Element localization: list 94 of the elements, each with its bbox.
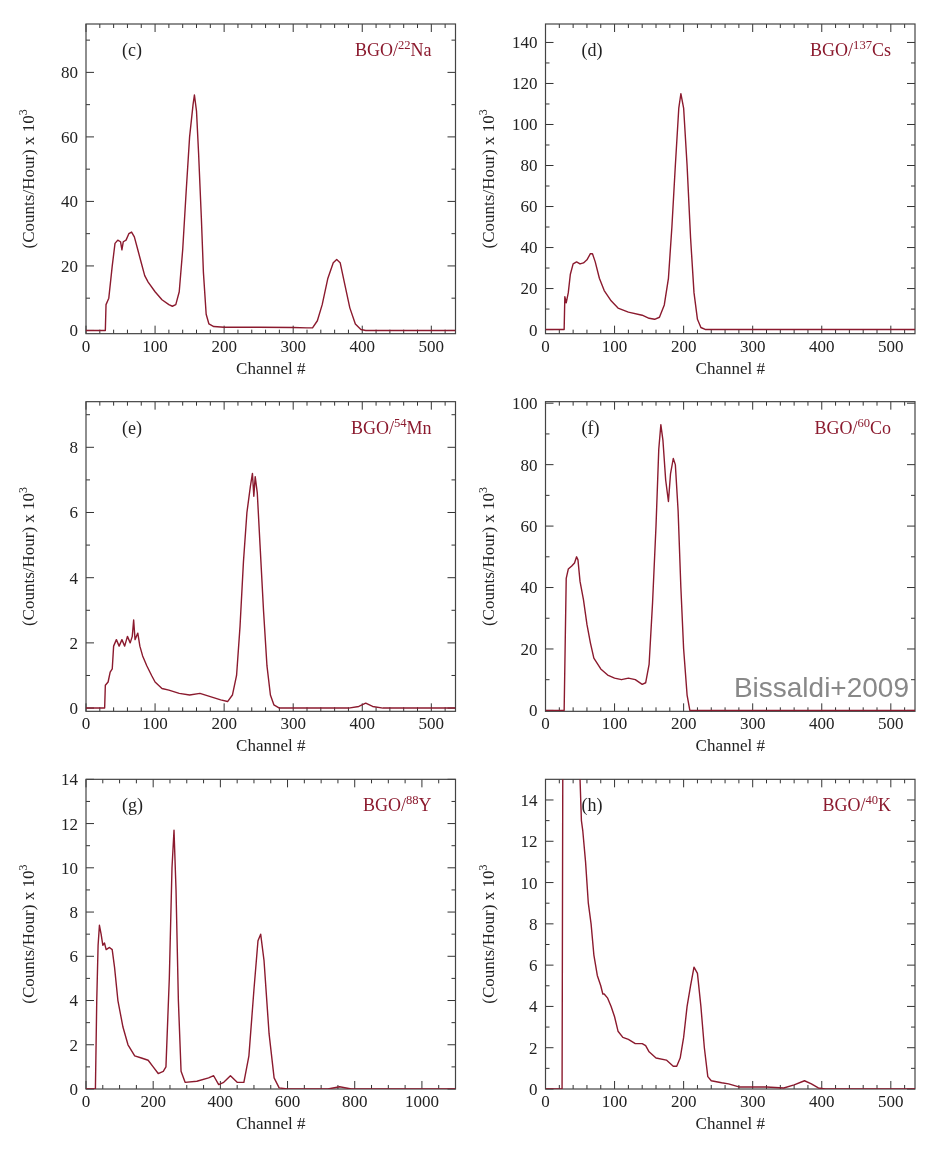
x-tick-label: 100	[601, 1092, 628, 1111]
y-tick-label: 20	[520, 279, 538, 299]
x-tick-label: 0	[81, 1092, 91, 1111]
line-series	[86, 94, 456, 332]
x-axis-title: Channel #	[236, 358, 306, 378]
x-tick-label: 500	[878, 1092, 904, 1111]
x-tick-label: 200	[670, 1092, 697, 1111]
y-tick-label: 4	[529, 997, 538, 1017]
y-tick-label: 80	[61, 63, 78, 83]
x-tick-label: 100	[142, 336, 168, 356]
x-tick-label: 400	[349, 336, 376, 356]
x-tick-label: 300	[739, 1092, 766, 1111]
y-tick-label: 40	[520, 578, 538, 598]
annotation: (d)	[581, 40, 603, 61]
text: BGO/$^{88}$Y	[362, 793, 432, 816]
y-tick-label: 10	[520, 873, 538, 893]
x-axis-title: Channel #	[236, 1114, 306, 1133]
x-tick-label: 300	[739, 714, 766, 734]
y-tick-label: 14	[520, 790, 538, 810]
x-tick-label: 400	[349, 714, 376, 734]
x-tick-label: 300	[280, 336, 306, 356]
y-tick-label: 100	[512, 115, 538, 135]
text: BGO/$^{60}$Co	[814, 415, 891, 438]
line-series	[545, 93, 915, 331]
y-tick-label: 0	[69, 699, 78, 719]
x-tick-label: 400	[809, 714, 835, 734]
y-tick-label: 12	[61, 814, 78, 834]
x-tick-label: 600	[274, 1092, 301, 1111]
x-tick-label: 400	[809, 336, 835, 356]
y-tick-label: 12	[520, 832, 538, 852]
x-tick-label: 800	[341, 1092, 368, 1111]
annotation: (f)	[581, 417, 600, 439]
x-tick-label: 100	[601, 714, 628, 734]
x-tick-label: 200	[670, 714, 697, 734]
y-tick-label: 40	[520, 238, 538, 258]
line-series	[86, 472, 456, 709]
y-tick-label: 80	[520, 156, 538, 176]
x-axis-title: Channel #	[236, 736, 306, 756]
x-tick-label: 300	[739, 336, 766, 356]
y-tick-label: 60	[61, 127, 78, 147]
x-tick-label: 200	[211, 714, 237, 734]
x-axis-title: Channel #	[695, 358, 766, 378]
annotation: (e)	[122, 417, 142, 439]
y-tick-label: 2	[69, 1035, 78, 1055]
y-tick-label: 4	[69, 568, 79, 588]
y-tick-label: 60	[520, 197, 538, 217]
x-tick-label: 0	[541, 1092, 550, 1111]
x-axis-title: Channel #	[695, 736, 766, 756]
y-tick-label: 10	[61, 858, 78, 878]
text: BGO/$^{54}$Mn	[350, 415, 432, 438]
y-tick-label: 120	[512, 74, 538, 94]
y-tick-label: 2	[529, 1038, 538, 1058]
x-tick-label: 500	[878, 336, 904, 356]
annotation: (h)	[581, 795, 603, 817]
x-tick-label: 200	[670, 336, 697, 356]
x-tick-label: 200	[140, 1092, 166, 1111]
x-axis-title: Channel #	[695, 1114, 766, 1133]
y-tick-label: 6	[69, 503, 78, 523]
y-tick-label: 40	[61, 192, 78, 212]
y-tick-label: 6	[69, 947, 78, 967]
x-tick-label: 100	[601, 336, 628, 356]
x-tick-label: 400	[809, 1092, 835, 1111]
x-tick-label: 500	[878, 714, 904, 734]
y-tick-label: 0	[529, 320, 538, 340]
x-tick-label: 1000	[404, 1092, 439, 1111]
x-tick-label: 300	[280, 714, 306, 734]
y-tick-label: 140	[512, 33, 538, 53]
y-tick-label: 8	[69, 438, 78, 458]
y-tick-label: 2	[69, 633, 78, 653]
y-tick-label: 8	[529, 914, 538, 934]
y-tick-label: 6	[529, 956, 538, 976]
y-tick-label: 100	[512, 394, 538, 414]
x-tick-label: 400	[207, 1092, 234, 1111]
line-series	[86, 829, 456, 1089]
text: BGO/$^{137}$Cs	[810, 38, 891, 60]
x-tick-label: 100	[142, 714, 168, 734]
y-tick-label: 20	[520, 639, 538, 659]
line-series	[579, 779, 915, 1089]
y-tick-label: 0	[69, 321, 78, 341]
text: BGO/$^{40}$K	[822, 793, 891, 816]
y-tick-label: 80	[520, 455, 538, 475]
annotation: Bissaldi+2009	[733, 672, 909, 704]
annotation: (g)	[122, 795, 143, 817]
y-tick-label: 4	[69, 991, 79, 1011]
x-tick-label: 500	[418, 714, 445, 734]
y-tick-label: 0	[529, 701, 538, 721]
y-tick-label: 8	[69, 903, 78, 922]
y-tick-label: 20	[61, 256, 78, 276]
text: BGO/$^{22}$Na	[354, 38, 432, 60]
x-tick-label: 200	[211, 336, 237, 356]
y-tick-label: 14	[61, 770, 79, 790]
x-tick-label: 500	[418, 336, 445, 356]
y-tick-label: 60	[520, 517, 538, 537]
annotation: (c)	[122, 40, 142, 61]
